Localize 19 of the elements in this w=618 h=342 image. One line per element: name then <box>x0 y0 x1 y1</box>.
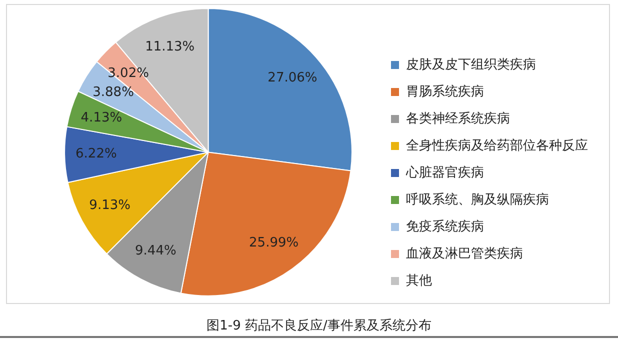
data-label: 3.02% <box>108 66 149 82</box>
data-label: 9.13% <box>89 198 130 214</box>
legend-label: 免疫系统疾病 <box>406 219 484 234</box>
text: 图1-9 药品不良反应/事件累及系统分布 <box>206 318 432 334</box>
legend-label: 心脏器官疾病 <box>405 164 484 180</box>
data-label: 9.44% <box>135 244 176 259</box>
data-label: 6.22% <box>76 146 117 162</box>
legend-label: 胃肠系统疾病 <box>406 84 484 100</box>
legend-label: 皮肤及皮下组织类疾病 <box>406 57 536 72</box>
data-label: 11.13% <box>145 39 195 54</box>
legend-label: 各类神经系统疾病 <box>406 111 510 126</box>
data-label: 27.06% <box>268 70 318 86</box>
data-label: 25.99% <box>249 235 299 250</box>
legend-label: 其他 <box>406 273 432 288</box>
legend-label: 呼吸系统、胸及纵隔疾病 <box>406 192 549 208</box>
data-label: 4.13% <box>80 110 122 126</box>
legend-label: 血液及淋巴管类疾病 <box>406 246 523 262</box>
legend-label: 全身性疾病及给药部位各种反应 <box>406 137 588 154</box>
data-label: 3.88% <box>92 85 134 100</box>
